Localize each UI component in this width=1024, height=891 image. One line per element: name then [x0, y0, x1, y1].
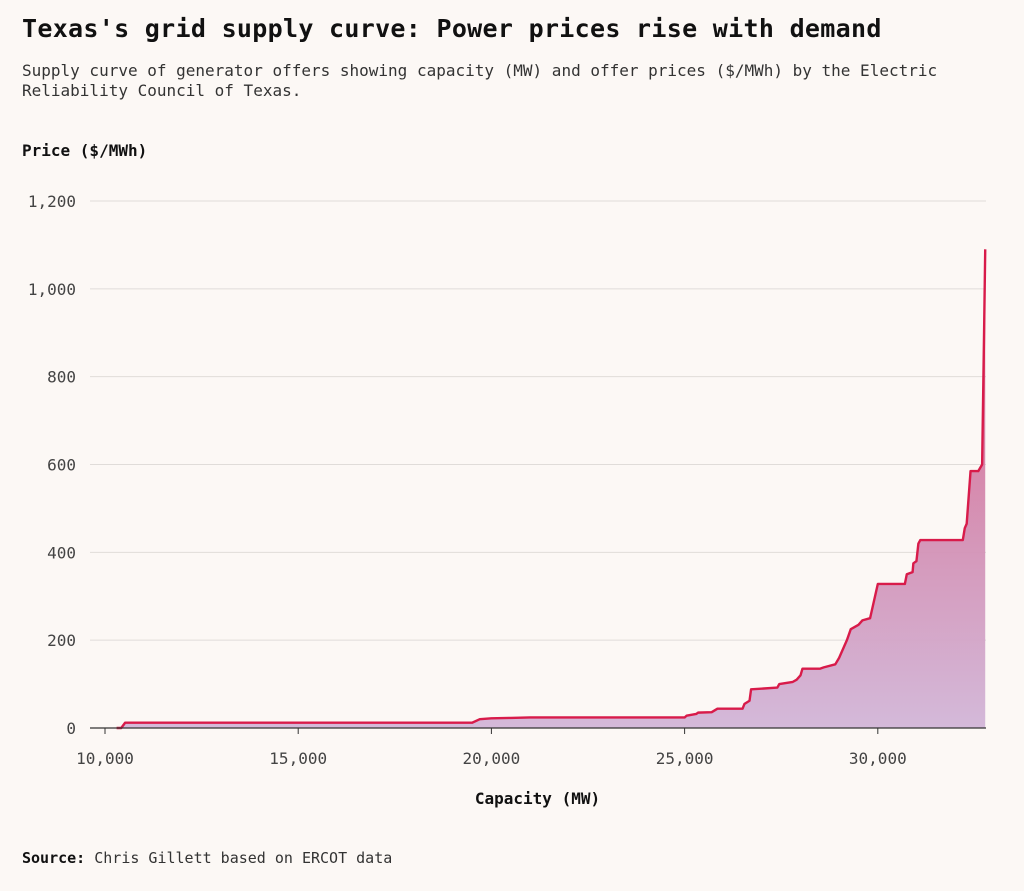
y-tick-label-200: 200: [47, 631, 76, 650]
grid-lines: [90, 200, 986, 641]
x-tick-label-15000: 15,000: [269, 749, 327, 768]
chart-subtitle: Supply curve of generator offers showing…: [22, 61, 938, 100]
source-label: Source:: [22, 849, 86, 867]
y-tick-label-0: 0: [66, 719, 76, 738]
x-ticks: 10,000 15,000 20,000 25,000 30,000: [76, 728, 907, 768]
y-tick-label-600: 600: [47, 456, 76, 475]
x-axis-label: Capacity (MW): [474, 789, 601, 808]
source-text: Chris Gillett based on ERCOT data: [94, 849, 393, 867]
chart-title: Texas's grid supply curve: Power prices …: [22, 14, 882, 43]
x-tick-label-10000: 10,000: [76, 749, 134, 768]
source-note: Source: Chris Gillett based on ERCOT dat…: [22, 849, 392, 867]
plot-area: [116, 249, 987, 730]
y-tick-label-400: 400: [47, 543, 76, 562]
x-tick-label-25000: 25,000: [656, 749, 714, 768]
x-tick-label-30000: 30,000: [849, 749, 907, 768]
supply-curve-line: [116, 249, 987, 730]
supply-area: [116, 249, 986, 728]
y-tick-label-800: 800: [47, 368, 76, 387]
y-tick-label-1200: 1,200: [28, 192, 76, 211]
y-axis-label: Price ($/MWh): [22, 141, 148, 160]
x-tick-label-20000: 20,000: [463, 749, 521, 768]
y-tick-label-1000: 1,000: [28, 280, 76, 299]
y-ticks: 0 200 400 600 800 1,000 1,200: [28, 192, 76, 738]
